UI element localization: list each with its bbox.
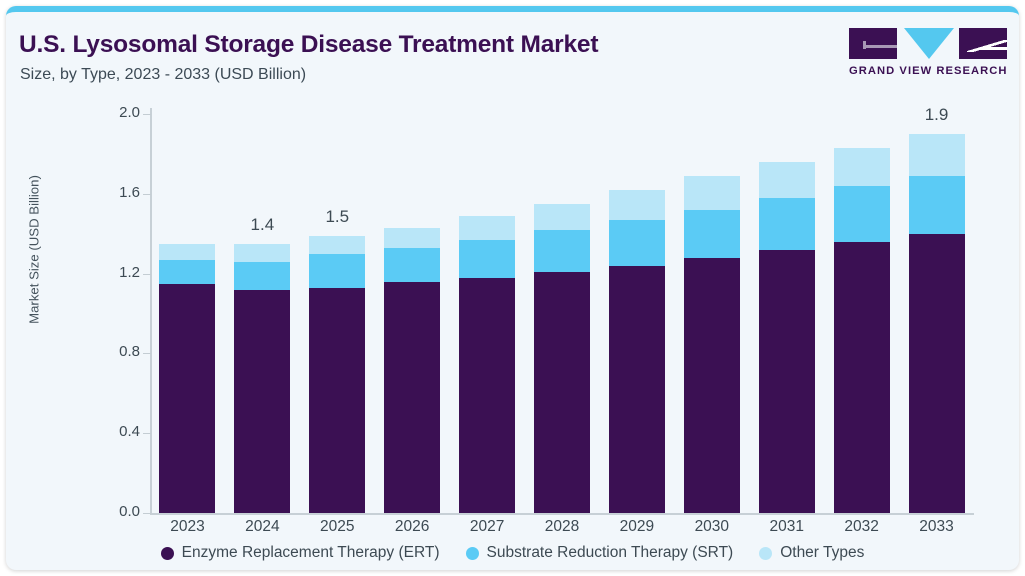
y-axis-tick-mark [143,433,151,435]
bar-segment[interactable] [234,289,291,513]
bar-segment[interactable] [309,253,366,288]
bar-segment[interactable] [159,283,216,513]
chart-header: U.S. Lysosomal Storage Disease Treatment… [6,12,1019,96]
bar-segment[interactable] [758,197,815,250]
y-axis-tick-mark [143,114,151,115]
y-axis-line [150,108,152,514]
chart-plot-area: Market Size (USD Billion) 0.0 0.4 0.8 1.2 1.… [6,12,1019,570]
bar-segment[interactable] [384,247,441,282]
bar-segment[interactable] [833,185,890,242]
bar-value-label: 1.5 [325,206,350,226]
x-axis-line [150,513,974,515]
y-axis-tick-mark [143,513,151,514]
legend-color-swatch [160,546,174,560]
bar-segment[interactable] [908,133,965,176]
bar-segment[interactable] [459,277,516,513]
bar-segment[interactable] [309,287,366,513]
x-axis-tick-label: 2023 [170,518,205,535]
chart-card: U.S. Lysosomal Storage Disease Treatment… [6,6,1019,570]
bar-group[interactable] [683,114,740,513]
bar-group[interactable] [459,114,516,513]
chart-legend: Enzyme Replacement Therapy (ERT) Substrat… [6,544,1019,562]
bar-segment[interactable] [534,203,590,230]
legend-label: Substrate Reduction Therapy (SRT) [486,544,734,561]
y-axis-tick-mark [143,353,151,355]
bar-segment[interactable] [608,265,665,513]
logo-marks [849,28,1007,62]
y-axis-tick-label: 0.0 [119,503,140,520]
bar-segment[interactable] [758,249,815,513]
x-axis-tick-label: 2032 [844,518,879,535]
bar-segment[interactable] [683,257,740,513]
logo-g-icon [849,28,897,59]
bar-group[interactable] [908,114,965,513]
x-axis-tick-label: 2028 [544,518,580,535]
bar-segment[interactable] [908,233,965,513]
logo-g-bar [863,45,897,48]
legend-label: Other Types [780,544,865,561]
bar-group[interactable] [833,114,890,513]
bar-segment[interactable] [683,175,740,210]
x-axis-tick-label: 2030 [694,518,730,535]
bar-segment[interactable] [459,239,516,278]
x-axis-tick-label: 2029 [619,518,655,535]
legend-item[interactable]: Enzyme Replacement Therapy (ERT) [160,544,440,562]
y-axis-tick-label: 0.4 [119,423,140,441]
y-axis-tick-label: 2.0 [119,104,140,121]
logo-v-icon [904,28,954,59]
bar-value-label: 1.4 [250,214,275,234]
y-axis-tick-label: 1.2 [119,263,140,281]
logo-wordmark: GRAND VIEW RESEARCH [849,65,1008,77]
bar-segment[interactable] [159,243,216,260]
bar-segment[interactable] [234,243,291,262]
legend-item[interactable]: Other Types [759,544,864,562]
bar-segment[interactable] [384,227,441,248]
bar-value-label: 1.9 [924,104,949,124]
bar-group[interactable] [608,114,665,513]
bar-segment[interactable] [534,271,590,513]
y-axis-tick-mark [143,273,151,275]
legend-color-swatch [465,546,479,560]
bar-segment[interactable] [159,259,216,284]
x-axis-tick-label: 2033 [919,518,954,535]
bar-group[interactable] [159,114,216,513]
x-axis-tick-label: 2025 [320,518,355,535]
y-axis-title: Market Size (USD Billion) [26,175,42,324]
bar-segment[interactable] [833,147,890,186]
logo-r-icon [959,28,1007,59]
page-title: U.S. Lysosomal Storage Disease Treatment… [19,31,599,58]
legend-item[interactable]: Substrate Reduction Therapy (SRT) [465,544,734,562]
bar-group[interactable] [234,114,291,513]
bar-segment[interactable] [683,209,740,258]
x-axis-tick-label: 2031 [769,518,804,535]
bar-group[interactable] [758,114,815,513]
x-axis-tick-label: 2027 [469,518,505,535]
y-axis-tick-mark [143,193,151,195]
bar-segment[interactable] [608,189,665,220]
bar-segment[interactable] [833,241,890,513]
x-axis-tick-label: 2026 [394,518,430,535]
bar-segment[interactable] [459,215,516,240]
logo-r-bar [981,47,1007,50]
bar-segment[interactable] [384,281,441,513]
bar-segment[interactable] [908,175,965,234]
bar-group[interactable] [309,114,366,513]
legend-color-swatch [759,546,773,560]
bar-segment[interactable] [234,261,291,290]
y-axis-tick-label: 1.6 [119,183,140,201]
bar-segment[interactable] [309,235,366,254]
bar-segment[interactable] [534,229,590,272]
bar-group[interactable] [384,114,441,513]
y-axis-tick-label: 0.8 [119,343,140,361]
legend-label: Enzyme Replacement Therapy (ERT) [181,544,440,561]
grand-view-research-logo: GRAND VIEW RESEARCH [849,28,1007,84]
x-axis-tick-label: 2024 [245,518,280,535]
page-subtitle: Size, by Type, 2023 - 2033 (USD Billion) [20,66,307,83]
bar-segment[interactable] [608,219,665,266]
bar-segment[interactable] [758,161,815,198]
bar-group[interactable] [534,114,590,513]
